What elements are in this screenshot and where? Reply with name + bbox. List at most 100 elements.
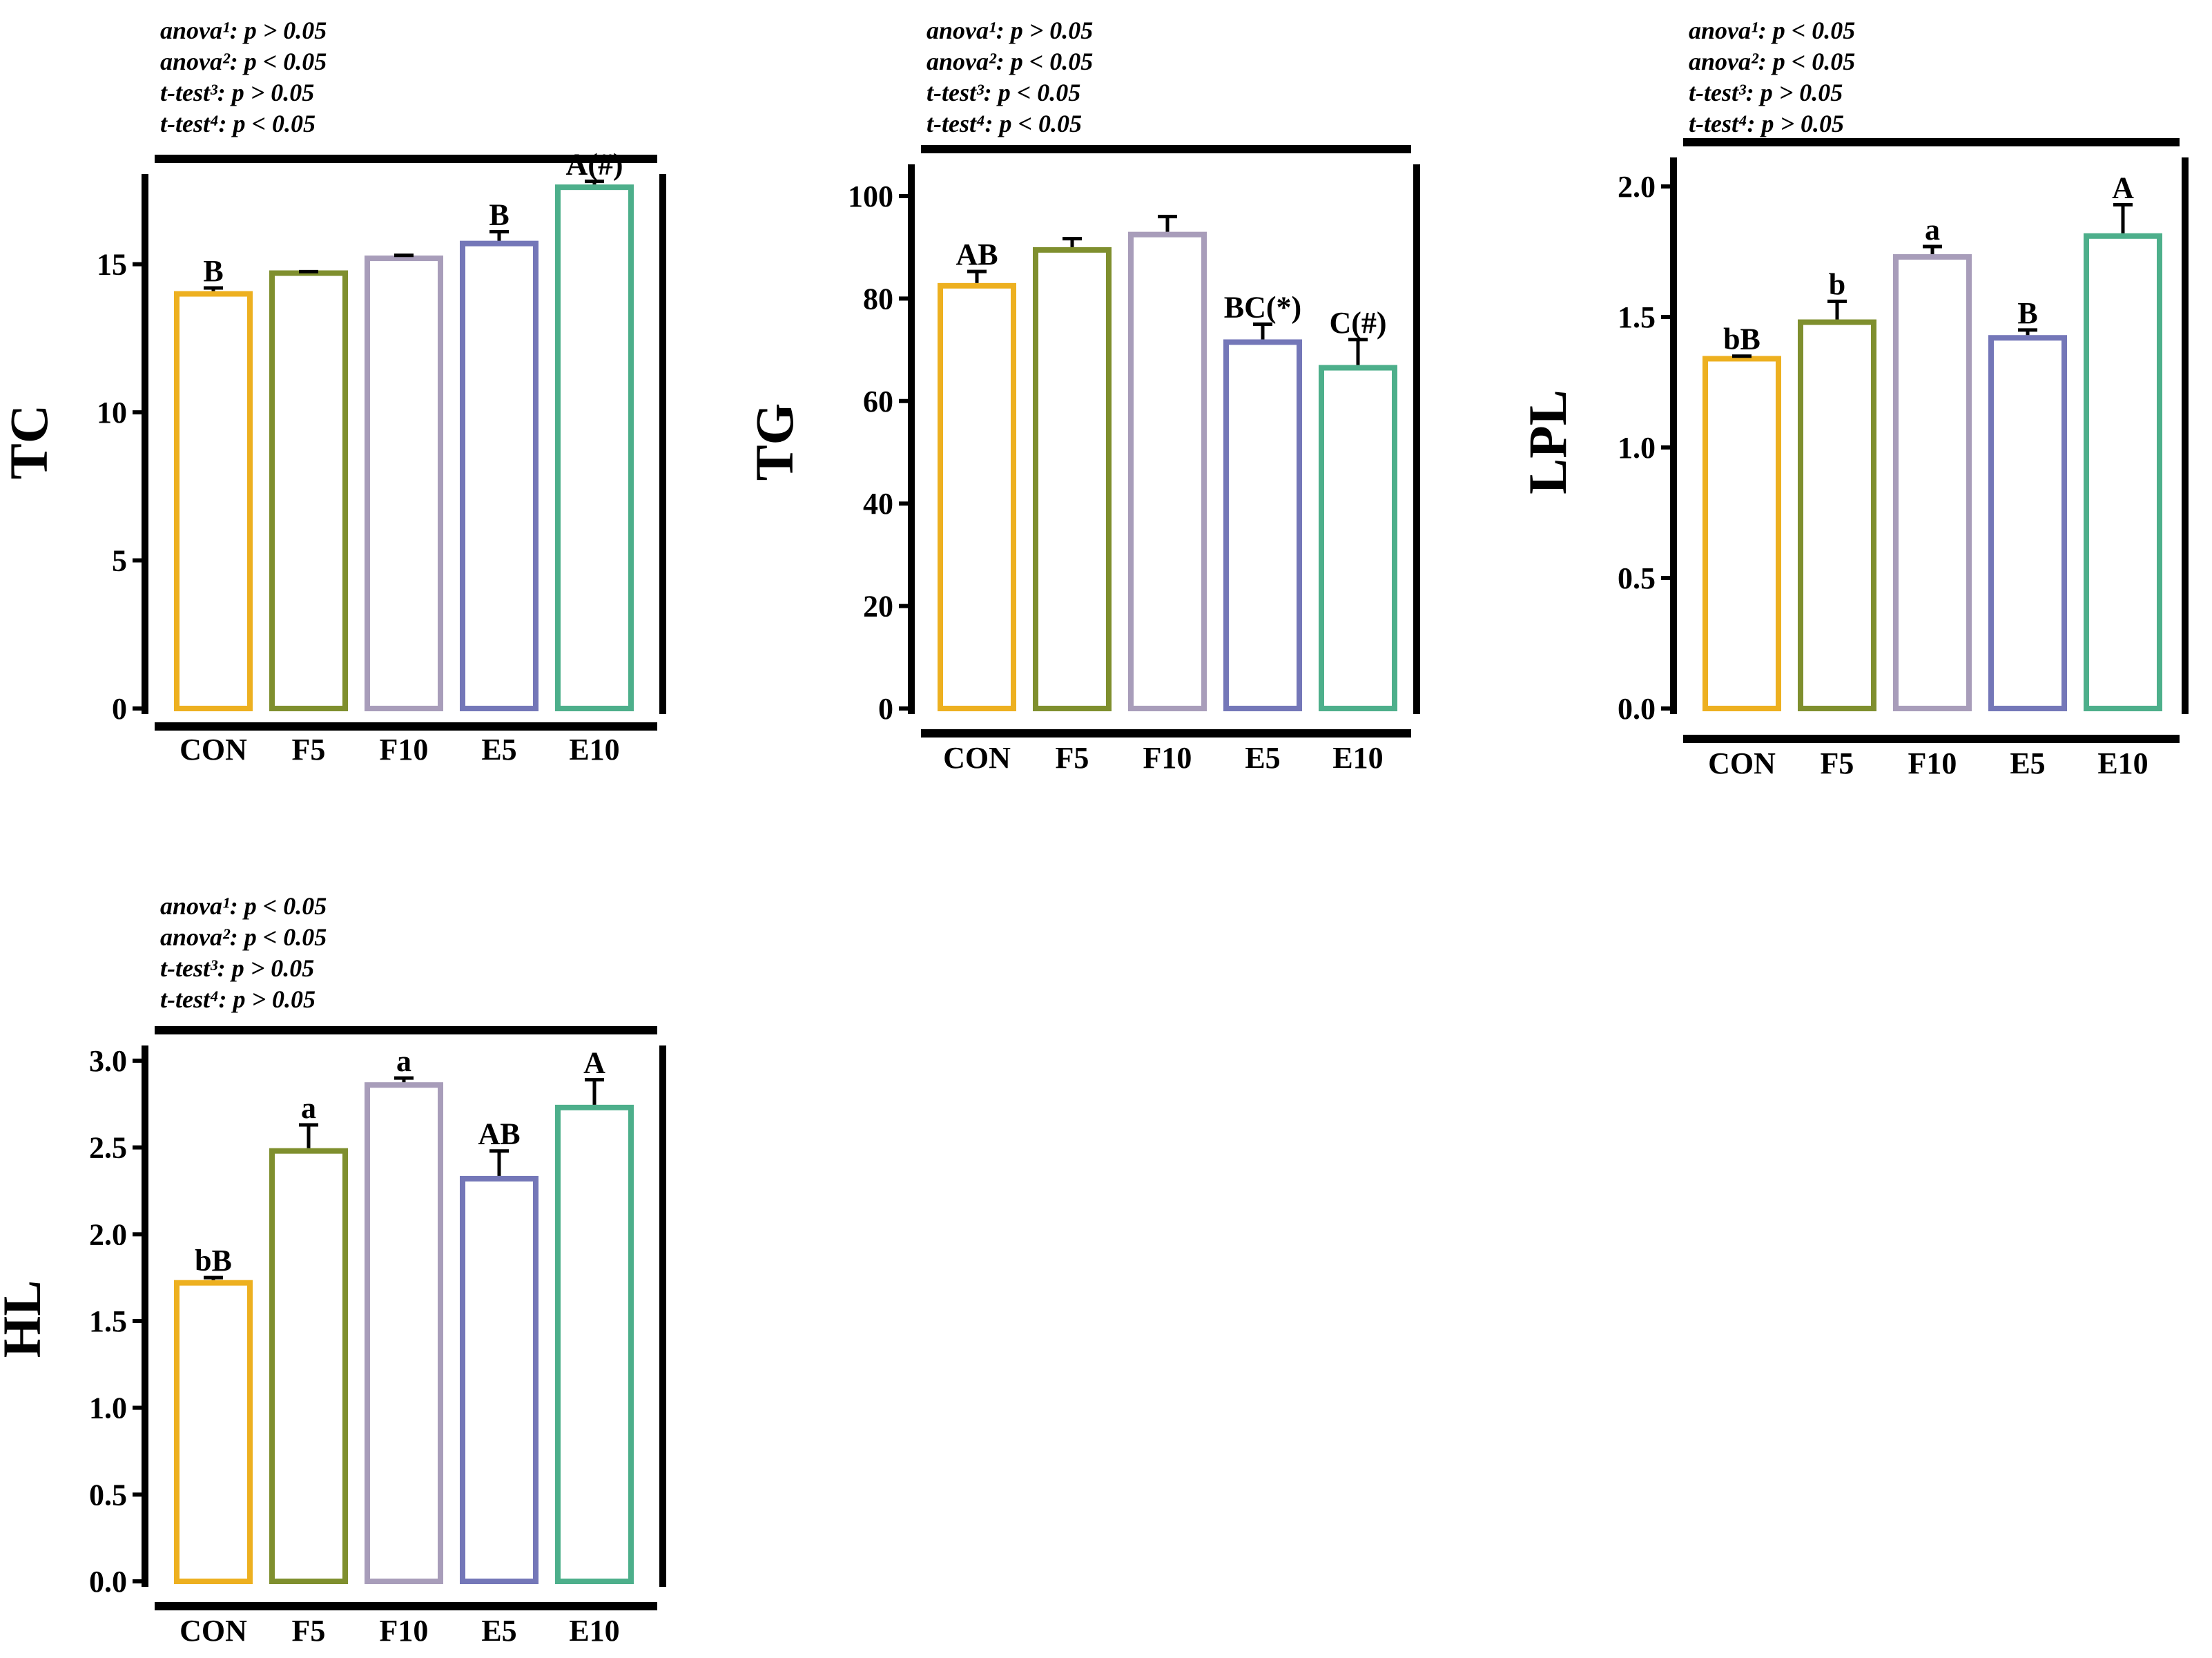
significance-label: B	[489, 197, 509, 231]
stat-line: t-test⁴: p > 0.05	[1689, 110, 1844, 137]
y-tick-label: 20	[863, 590, 893, 624]
bar-f5	[1033, 247, 1112, 712]
x-tick-label: F10	[1908, 746, 1957, 780]
y-tick-label: 0	[878, 692, 893, 726]
bar-e5	[460, 1175, 539, 1584]
bar-f5	[1798, 319, 1876, 711]
x-tick-label: CON	[180, 733, 247, 767]
x-tick-label: E10	[1332, 741, 1383, 775]
y-tick-label: 1.0	[1618, 431, 1656, 465]
stat-line: anova²: p < 0.05	[160, 48, 327, 75]
bar-f5	[269, 270, 348, 711]
x-tick-label: F10	[1143, 741, 1192, 775]
y-tick-label: 0.0	[89, 1565, 127, 1599]
bar-con	[174, 1280, 253, 1584]
y-tick-label: 0.5	[1618, 561, 1656, 595]
y-tick-label: 3.0	[89, 1044, 127, 1078]
x-tick-label: E10	[569, 1614, 619, 1648]
y-tick-label: 40	[863, 487, 893, 521]
x-tick-label: E5	[481, 1614, 516, 1648]
x-tick-label: CON	[180, 1614, 247, 1648]
x-tick-label: F5	[292, 733, 326, 767]
significance-label: AB	[478, 1117, 520, 1151]
y-tick-label: 80	[863, 282, 893, 316]
bar-con	[174, 291, 253, 711]
stat-line: anova²: p < 0.05	[926, 48, 1093, 75]
significance-label: a	[301, 1091, 316, 1125]
stat-line: t-test³: p < 0.05	[926, 79, 1080, 106]
bar-f5	[269, 1148, 348, 1584]
y-tick-label: 2.5	[89, 1131, 127, 1165]
y-tick-label: 1.0	[89, 1391, 127, 1425]
significance-label: C(#)	[1329, 306, 1386, 340]
y-axis-label: HL	[0, 1280, 52, 1358]
y-axis-label: LPL	[1517, 389, 1578, 494]
bar-f10	[1893, 254, 1972, 711]
y-axis-label: TG	[744, 403, 804, 481]
x-tick-label: E5	[481, 733, 516, 767]
significance-label: B	[203, 254, 223, 288]
significance-label: B	[2017, 296, 2037, 330]
y-tick-label: 0.5	[89, 1478, 127, 1512]
stat-line: anova¹: p > 0.05	[926, 17, 1093, 44]
bar-e10	[1319, 365, 1397, 711]
significance-label: A	[2112, 171, 2134, 204]
x-tick-label: E5	[2010, 746, 2045, 780]
bar-e5	[1223, 339, 1302, 712]
significance-label: BC(*)	[1224, 291, 1301, 325]
stat-line: t-test³: p > 0.05	[160, 954, 314, 982]
y-tick-label: 1.5	[89, 1304, 127, 1338]
stat-line: t-test³: p > 0.05	[160, 79, 314, 106]
x-tick-label: E10	[2097, 746, 2148, 780]
panel-lpl: anova¹: p < 0.05 anova²: p < 0.05 t-test³:…	[1517, 17, 2189, 780]
y-tick-label: 0	[112, 692, 127, 726]
stat-line: anova¹: p < 0.05	[1689, 17, 1855, 44]
significance-label: bB	[195, 1244, 232, 1278]
stat-line: t-test⁴: p > 0.05	[160, 985, 316, 1013]
stat-line: t-test³: p > 0.05	[1689, 79, 1843, 106]
y-tick-label: 5	[112, 544, 127, 578]
bar-con	[1702, 356, 1781, 711]
bar-f10	[365, 256, 443, 712]
y-tick-label: 0.0	[1618, 692, 1656, 726]
bar-e5	[460, 240, 539, 711]
stat-line: t-test⁴: p < 0.05	[926, 110, 1082, 137]
x-tick-label: F5	[292, 1614, 326, 1648]
panel-tg: anova¹: p > 0.05 anova²: p < 0.05 t-test³:…	[744, 17, 1420, 775]
stat-line: anova²: p < 0.05	[1689, 48, 1855, 75]
y-tick-label: 1.5	[1618, 300, 1656, 334]
significance-label: A	[583, 1046, 605, 1080]
y-tick-label: 2.0	[89, 1217, 127, 1251]
bar-e10	[2084, 233, 2162, 711]
y-tick-label: 10	[97, 396, 127, 430]
stat-line: t-test⁴: p < 0.05	[160, 110, 316, 137]
bar-e10	[555, 1104, 634, 1584]
significance-label: bB	[1723, 322, 1760, 356]
bar-f10	[365, 1082, 443, 1584]
x-tick-label: CON	[1708, 746, 1776, 780]
stat-line: anova¹: p > 0.05	[160, 17, 327, 44]
bar-con	[938, 282, 1016, 712]
x-tick-label: E5	[1245, 741, 1280, 775]
y-tick-label: 100	[848, 180, 893, 213]
panel-hl: anova¹: p < 0.05 anova²: p < 0.05 t-test³:…	[0, 892, 666, 1648]
panel-tc: anova¹: p > 0.05 anova²: p < 0.05 t-test³:…	[0, 17, 666, 767]
y-axis-label: TC	[0, 405, 59, 479]
significance-label: AB	[955, 238, 998, 271]
x-tick-label: F5	[1821, 746, 1854, 780]
x-tick-label: F10	[380, 733, 429, 767]
stat-line: anova²: p < 0.05	[160, 923, 327, 951]
significance-label: A(#)	[565, 148, 623, 182]
y-tick-label: 15	[97, 248, 127, 282]
bar-e10	[555, 184, 634, 711]
significance-label: a	[396, 1044, 411, 1078]
y-tick-label: 60	[863, 385, 893, 418]
y-tick-label: 2.0	[1618, 170, 1656, 204]
significance-label: b	[1829, 267, 1845, 301]
stat-line: anova¹: p < 0.05	[160, 892, 327, 920]
bar-e5	[1988, 335, 2067, 711]
bar-f10	[1128, 231, 1207, 711]
significance-label: a	[1925, 213, 1940, 247]
x-tick-label: F10	[380, 1614, 429, 1648]
